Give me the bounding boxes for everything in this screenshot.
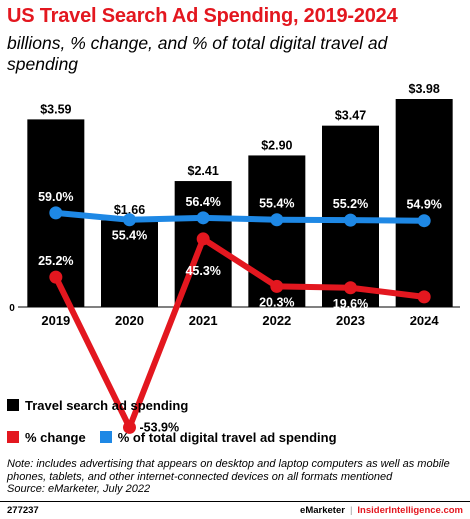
bar-label-2021: $2.41	[188, 164, 219, 178]
pct-change-point-2021	[196, 232, 210, 246]
pct-total-point-2024	[417, 214, 431, 228]
chart-title: US Travel Search Ad Spending, 2019-2024	[7, 5, 398, 27]
bar-label-2020: $1.66	[114, 203, 145, 217]
pct-change-point-2023	[344, 281, 357, 295]
brand-insider-intelligence: InsiderIntelligence.com	[357, 505, 463, 516]
chart-note: Note: includes advertising that appears …	[7, 458, 465, 496]
pct-change-point-2019	[49, 270, 63, 284]
pct-change-label-2021: 45.3%	[185, 264, 220, 278]
footer-brand: eMarketer | InsiderIntelligence.com	[300, 505, 463, 516]
legend-row-lines: % change % of total digital travel ad sp…	[7, 429, 351, 445]
pct-total-point-2019	[49, 206, 63, 220]
bar-label-2019: $3.59	[40, 102, 71, 116]
pct-total-label-2019: 59.0%	[38, 190, 73, 204]
bar-label-2022: $2.90	[261, 138, 292, 152]
pct-total-label-2024: 54.9%	[406, 198, 441, 212]
source-text: Source: eMarketer, July 2022	[7, 483, 151, 495]
pct-total-point-2023	[344, 213, 357, 227]
tick-label-2024: 2024	[410, 313, 440, 328]
bar-label-2024: $3.98	[409, 82, 440, 96]
pct-total-label-2020: 55.4%	[112, 229, 147, 243]
bar-label-2023: $3.47	[335, 109, 366, 123]
footer-chart-id: 277237	[7, 505, 39, 516]
legend-label-pct-change: % change	[25, 429, 86, 445]
bar-2020	[101, 220, 158, 307]
footer-divider	[0, 501, 470, 502]
pct-total-point-2021	[196, 211, 210, 225]
legend-item-pct-total: % of total digital travel ad spending	[99, 429, 337, 445]
tick-label-2020: 2020	[115, 313, 144, 328]
legend-row-bars: Travel search ad spending	[7, 397, 202, 413]
brand-emarketer: eMarketer	[300, 505, 345, 516]
legend-label-pct-total: % of total digital travel ad spending	[117, 429, 337, 445]
pct-change-point-2024	[417, 290, 431, 304]
bar-2024	[395, 99, 453, 307]
pct-total-label-2023: 55.2%	[333, 197, 368, 211]
legend-swatch-bar	[7, 399, 19, 411]
pct-change-label-2020: -53.9%	[140, 420, 180, 434]
pct-total-point-2022	[270, 213, 284, 227]
chart-subtitle: billions, % change, and % of total digit…	[7, 33, 388, 74]
y-zero-label: 0	[9, 303, 15, 314]
chart-plot: 0 $3.59 $1.66 $2.41 $2.90 $3.47 $3.98 2019 2020 2…	[9, 82, 460, 434]
pct-total-point-2020	[123, 213, 136, 227]
pct-total-label-2022: 55.4%	[259, 197, 294, 211]
pct-change-label-2022: 20.3%	[259, 295, 294, 309]
pct-change-point-2020	[123, 420, 136, 434]
pct-change-label-2019: 25.2%	[38, 254, 73, 268]
legend-label-search-spending: Travel search ad spending	[25, 397, 189, 413]
brand-separator: |	[349, 505, 353, 516]
pct-change-label-2023: 19.6%	[333, 297, 368, 311]
tick-label-2019: 2019	[41, 313, 70, 328]
pct-total-line	[52, 209, 428, 224]
tick-label-2023: 2023	[336, 313, 365, 328]
pct-change-line	[52, 235, 428, 431]
pct-change-point-2022	[270, 279, 284, 293]
note-text: Note: includes advertising that appears …	[7, 458, 450, 483]
legend-swatch-red	[7, 431, 19, 443]
pct-change-label-2024: 14.8%	[406, 306, 441, 320]
legend-item-search-spending: Travel search ad spending	[7, 398, 188, 413]
tick-label-2022: 2022	[262, 313, 291, 328]
tick-label-2021: 2021	[189, 313, 218, 328]
legend-item-pct-change: % change	[7, 430, 86, 445]
pct-total-label-2021: 56.4%	[185, 195, 220, 209]
legend-swatch-blue	[99, 431, 112, 443]
